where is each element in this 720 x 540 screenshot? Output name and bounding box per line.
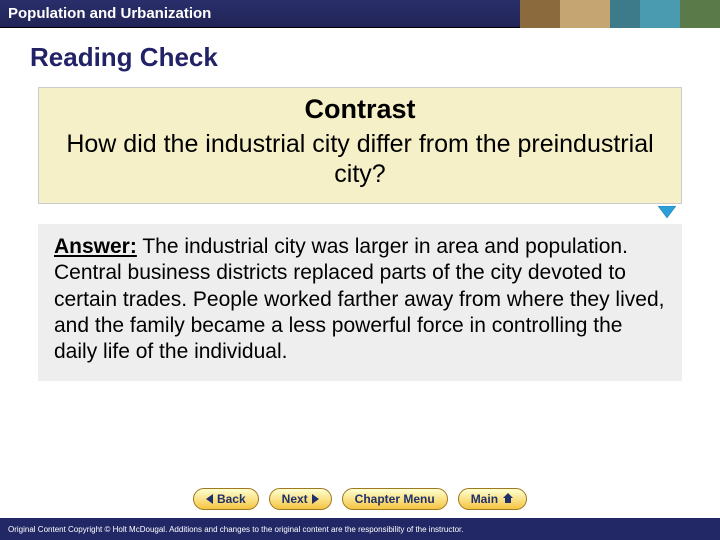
main-button[interactable]: Main [458,488,527,510]
answer-text: The industrial city was larger in area a… [54,235,664,363]
disclosure-row [38,204,682,224]
next-label: Next [282,492,308,506]
header-bar: Population and Urbanization [0,0,720,28]
footer-bar: Original Content Copyright © Holt McDoug… [0,518,720,540]
back-label: Back [217,492,246,506]
answer-body: Answer: The industrial city was larger i… [54,235,664,363]
back-button[interactable]: Back [193,488,259,510]
next-button[interactable]: Next [269,488,332,510]
question-heading: Contrast [55,94,665,125]
disclosure-arrow-icon[interactable] [658,206,676,225]
section-title: Reading Check [0,28,720,81]
answer-label: Answer: [54,235,137,258]
chapter-menu-label: Chapter Menu [355,492,435,506]
main-label: Main [471,492,498,506]
answer-box: Answer: The industrial city was larger i… [38,224,682,381]
header-title: Population and Urbanization [0,5,211,22]
chapter-menu-button[interactable]: Chapter Menu [342,488,448,510]
header-decor [520,0,720,28]
nav-row: Back Next Chapter Menu Main [0,488,720,510]
chevron-left-icon [206,494,213,504]
question-box: Contrast How did the industrial city dif… [38,87,682,204]
home-icon [502,492,514,507]
question-text: How did the industrial city differ from … [55,129,665,189]
footer-copyright: Original Content Copyright © Holt McDoug… [8,525,463,534]
chevron-right-icon [312,494,319,504]
